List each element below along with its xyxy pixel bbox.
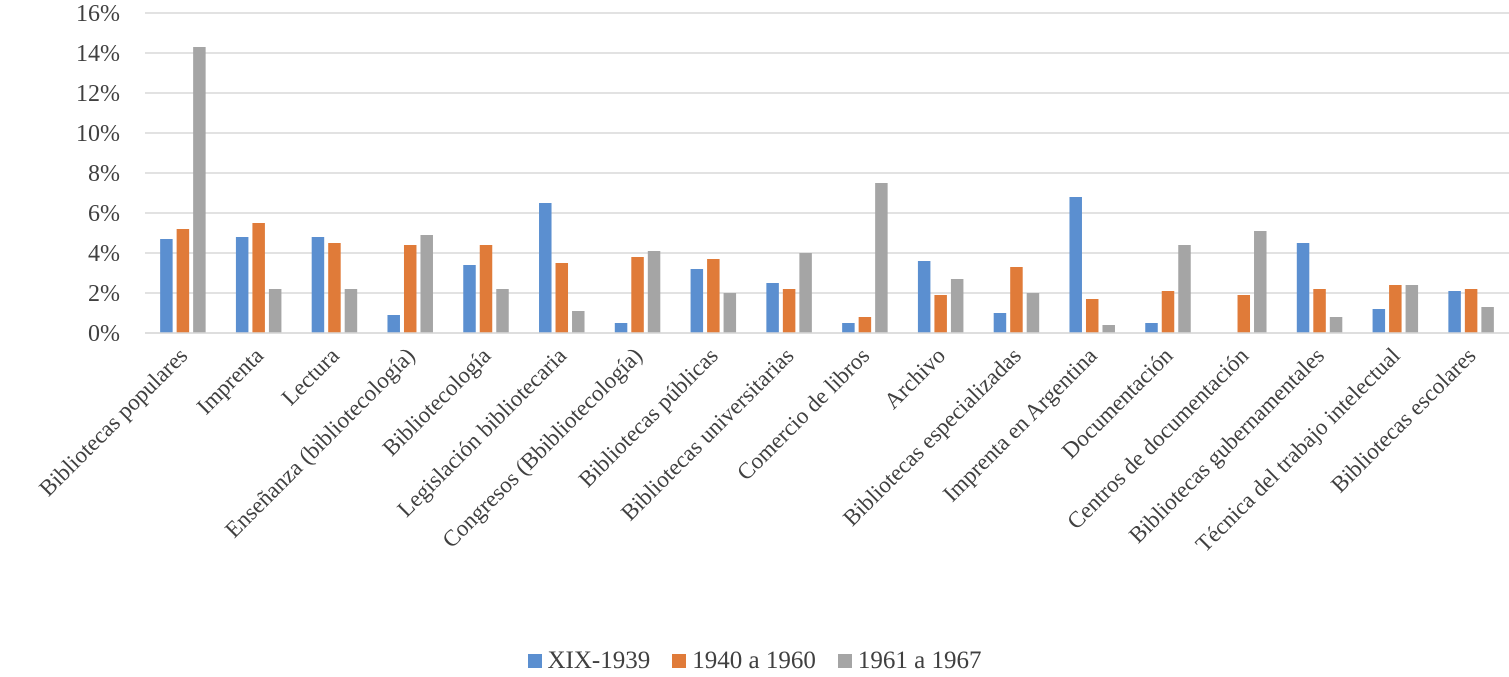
- bar: [782, 289, 796, 333]
- bar: [934, 295, 947, 333]
- bar: [1237, 295, 1251, 333]
- bar: [614, 323, 628, 333]
- x-category-label: Imprenta: [192, 343, 268, 419]
- legend-item-series-3: 1961 a 1967: [837, 647, 982, 675]
- x-category-label: Bibliotecas públicas: [574, 343, 723, 492]
- bar: [1389, 285, 1402, 333]
- y-tick-label: 16%: [76, 1, 120, 27]
- bar: [917, 261, 931, 333]
- bar: [1254, 231, 1267, 333]
- bar: [193, 47, 206, 333]
- bar: [1178, 245, 1191, 333]
- bar: [344, 289, 358, 333]
- bar: [690, 269, 704, 333]
- bar: [766, 283, 779, 333]
- bar: [1085, 299, 1099, 333]
- y-tick-label: 14%: [76, 41, 120, 67]
- legend-label-series-1: XIX-1939: [547, 647, 651, 674]
- bar: [572, 311, 585, 333]
- legend-swatch-series-3: [837, 654, 852, 668]
- bar: [1145, 323, 1158, 333]
- legend: XIX-1939 1940 a 1960 1961 a 1967: [0, 646, 1509, 676]
- legend-swatch-series-2: [672, 654, 687, 668]
- bar: [463, 265, 476, 333]
- bar: [176, 229, 190, 333]
- bar: [993, 313, 1007, 333]
- bar: [1026, 293, 1040, 333]
- bar: [723, 293, 737, 333]
- bar: [647, 251, 661, 333]
- bar: [252, 223, 265, 333]
- legend-swatch-series-1: [527, 654, 542, 668]
- x-category-label: Comercio de libros: [732, 343, 874, 485]
- bar: [496, 289, 509, 333]
- bar: [1372, 309, 1386, 333]
- y-tick-label: 2%: [88, 281, 120, 307]
- bar: [1481, 307, 1494, 333]
- bar: [420, 235, 433, 333]
- y-tick-label: 6%: [88, 201, 120, 227]
- bar: [1069, 197, 1082, 333]
- bar: [1464, 289, 1478, 333]
- bar: [1448, 291, 1461, 333]
- bar: [268, 289, 282, 333]
- x-category-label: Bibliotecas populares: [34, 343, 192, 501]
- bar: [328, 243, 341, 333]
- bar: [858, 317, 872, 333]
- legend-item-series-1: XIX-1939: [527, 647, 651, 675]
- bar: [842, 323, 855, 333]
- bar: [707, 259, 720, 333]
- bar: [1296, 243, 1310, 333]
- y-tick-label: 8%: [88, 161, 120, 187]
- x-category-label: Lectura: [277, 343, 344, 410]
- bar: [875, 183, 888, 333]
- bar: [1329, 317, 1343, 333]
- bar: [799, 253, 812, 333]
- y-tick-label: 0%: [88, 321, 120, 347]
- bar: [403, 245, 417, 333]
- bar: [555, 263, 569, 333]
- bar: [950, 279, 964, 333]
- bar: [235, 237, 249, 333]
- bar: [1010, 267, 1023, 333]
- legend-label-series-3: 1961 a 1967: [857, 647, 982, 674]
- bar: [1405, 285, 1419, 333]
- x-category-label: Bibliotecas escolares: [1326, 343, 1481, 498]
- bar: [387, 315, 400, 333]
- x-category-label: Archivo: [879, 343, 950, 414]
- bar: [631, 257, 644, 333]
- bar: [479, 245, 493, 333]
- y-tick-label: 4%: [88, 241, 120, 267]
- legend-label-series-2: 1940 a 1960: [692, 647, 816, 674]
- bar: [1313, 289, 1326, 333]
- bar: [539, 203, 552, 333]
- bar: [160, 239, 173, 333]
- bar: [311, 237, 325, 333]
- bar: [1161, 291, 1175, 333]
- bar: [1102, 325, 1115, 333]
- y-tick-label: 10%: [76, 121, 120, 147]
- y-tick-label: 12%: [76, 81, 120, 107]
- legend-item-series-2: 1940 a 1960: [672, 647, 816, 675]
